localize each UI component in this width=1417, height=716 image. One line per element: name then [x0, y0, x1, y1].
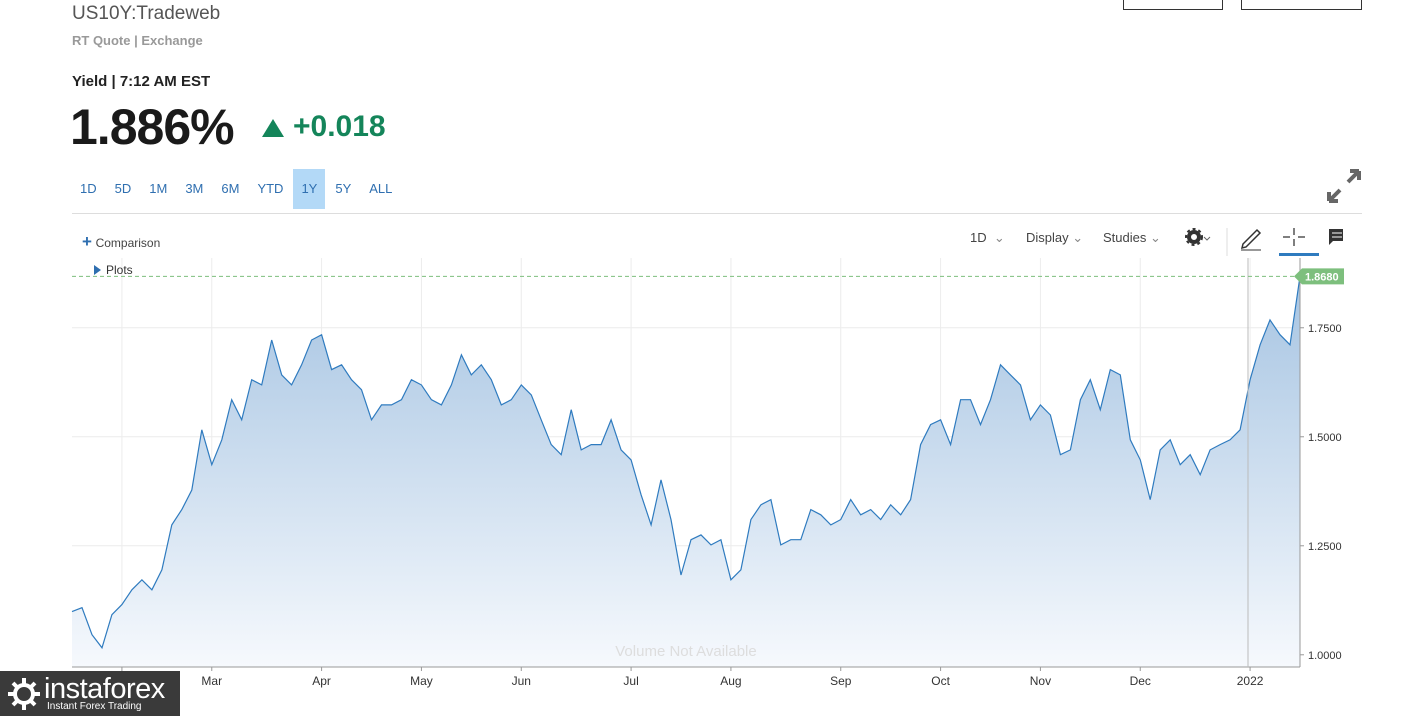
- chart-annotation: Volume Not Available: [615, 643, 756, 660]
- symbol: US10Y:Tradeweb: [72, 3, 221, 24]
- range-selector: 1D 5D 1M 3M 6M YTD 1Y 5Y ALL: [72, 169, 402, 209]
- range-button[interactable]: YTD: [257, 181, 284, 196]
- plots-toggle[interactable]: [94, 265, 101, 275]
- studies-menu[interactable]: Studies ⌄: [1103, 230, 1161, 245]
- watermark: instaforex Instant Forex Trading: [0, 671, 180, 716]
- studies-label: Studies: [1103, 230, 1147, 245]
- display-menu[interactable]: Display ⌄: [1026, 230, 1084, 245]
- comparison-button[interactable]: + Comparison: [82, 232, 161, 251]
- separator: [72, 213, 1362, 214]
- draw-icon[interactable]: [1240, 228, 1262, 251]
- expand-icon[interactable]: [1326, 168, 1362, 204]
- x-tick-label: 2022: [1237, 674, 1264, 688]
- x-tick-label: Jul: [623, 674, 638, 688]
- comment-icon[interactable]: [1329, 229, 1343, 245]
- price: 1.886%: [70, 99, 235, 155]
- y-tick-label: 1.0000: [1308, 650, 1342, 662]
- y-tick-label: 1.7500: [1308, 323, 1342, 335]
- settings-icon[interactable]: [1185, 228, 1211, 246]
- watermark-logo: [8, 678, 40, 710]
- y-tick-label: 1.5000: [1308, 432, 1342, 444]
- range-button[interactable]: 1M: [149, 181, 168, 196]
- x-tick-label: Apr: [312, 674, 331, 688]
- area-fill: [72, 276, 1300, 667]
- comparison-label: Comparison: [95, 236, 161, 250]
- range-button[interactable]: 3M: [185, 181, 204, 196]
- yield-label: Yield | 7:12 AM EST: [72, 73, 211, 90]
- up-arrow: [262, 119, 284, 137]
- x-tick-label: Aug: [720, 674, 741, 688]
- range-button[interactable]: 1D: [80, 181, 97, 196]
- crosshair-icon[interactable]: [1279, 228, 1319, 256]
- range-button[interactable]: 1Y: [293, 169, 326, 209]
- last-value-label: 1.8680: [1305, 271, 1339, 283]
- x-tick-label: Mar: [201, 674, 222, 688]
- header-button[interactable]: [1123, 0, 1223, 10]
- last-value-badge: [1294, 268, 1344, 285]
- watermark-name: instaforex: [44, 673, 165, 705]
- quote-source: RT Quote | Exchange: [72, 33, 203, 48]
- interval-label: 1D: [970, 230, 987, 245]
- x-tick-label: Jun: [512, 674, 531, 688]
- header-button[interactable]: [1241, 0, 1362, 10]
- display-label: Display: [1026, 230, 1069, 245]
- plot-area: FebMarAprMayJunJulAugSepOctNovDec20221.0…: [71, 258, 1344, 688]
- y-tick-label: 1.2500: [1308, 541, 1342, 553]
- tool-icons: [1185, 228, 1343, 256]
- range-button[interactable]: ALL: [369, 181, 393, 196]
- range-button[interactable]: 5Y: [335, 181, 352, 196]
- x-tick-label: Nov: [1030, 674, 1051, 688]
- x-tick-label: Oct: [931, 674, 950, 688]
- plots-label[interactable]: Plots: [106, 263, 133, 277]
- x-tick-label: Dec: [1130, 674, 1151, 688]
- x-tick-label: Sep: [830, 674, 852, 688]
- watermark-tagline: Instant Forex Trading: [47, 701, 142, 712]
- interval-menu[interactable]: 1D ⌄: [970, 230, 1005, 245]
- range-button[interactable]: 5D: [114, 181, 132, 196]
- area-line: [71, 276, 1301, 650]
- x-tick-label: May: [410, 674, 433, 688]
- range-button[interactable]: 6M: [221, 181, 240, 196]
- price-change: +0.018: [293, 110, 386, 143]
